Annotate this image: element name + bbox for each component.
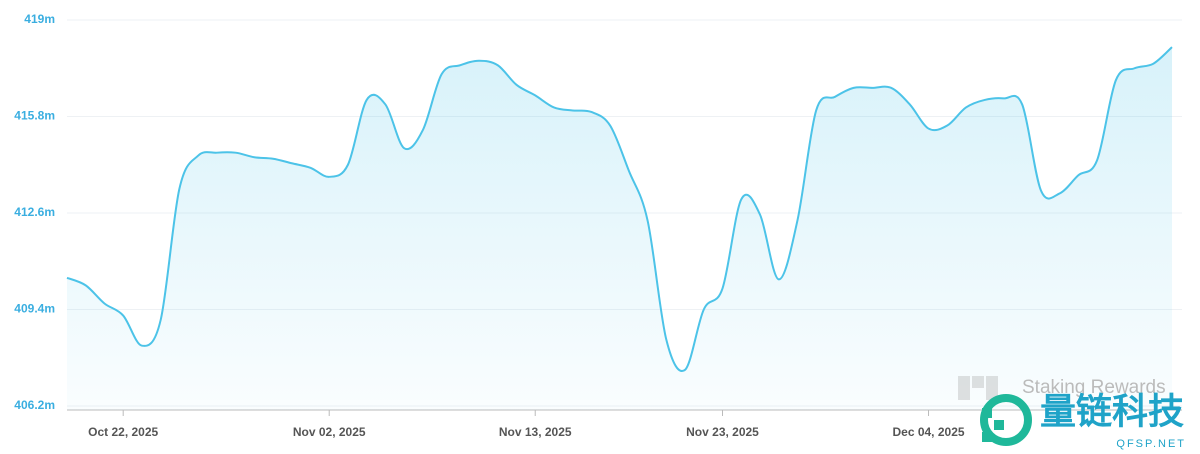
plot	[66, 46, 1173, 410]
y-tick-label: 415.8m	[14, 109, 55, 123]
watermark-logo	[958, 376, 998, 400]
x-tick-label: Nov 13, 2025	[499, 425, 572, 439]
y-tick-label: 406.2m	[14, 398, 55, 412]
line	[66, 46, 1173, 372]
x-tick-label: Oct 22, 2025	[88, 425, 158, 439]
x-tick-label: Nov 23, 2025	[686, 425, 759, 439]
y-tick-label: 412.6m	[14, 205, 55, 219]
watermark-domain: QFSP.NET	[1116, 438, 1186, 450]
watermark-text: Staking Rewards	[1022, 377, 1166, 398]
watermark-brand: 量链科技	[1040, 391, 1184, 432]
x-tick-label: Nov 02, 2025	[293, 425, 366, 439]
x-tick-label: Dec 04, 2025	[892, 425, 964, 439]
y-tick-label: 409.4m	[14, 302, 55, 316]
y-tick-label: 419m	[24, 12, 55, 26]
area-fill	[67, 47, 1172, 410]
watermark-logo-2	[980, 394, 1032, 446]
